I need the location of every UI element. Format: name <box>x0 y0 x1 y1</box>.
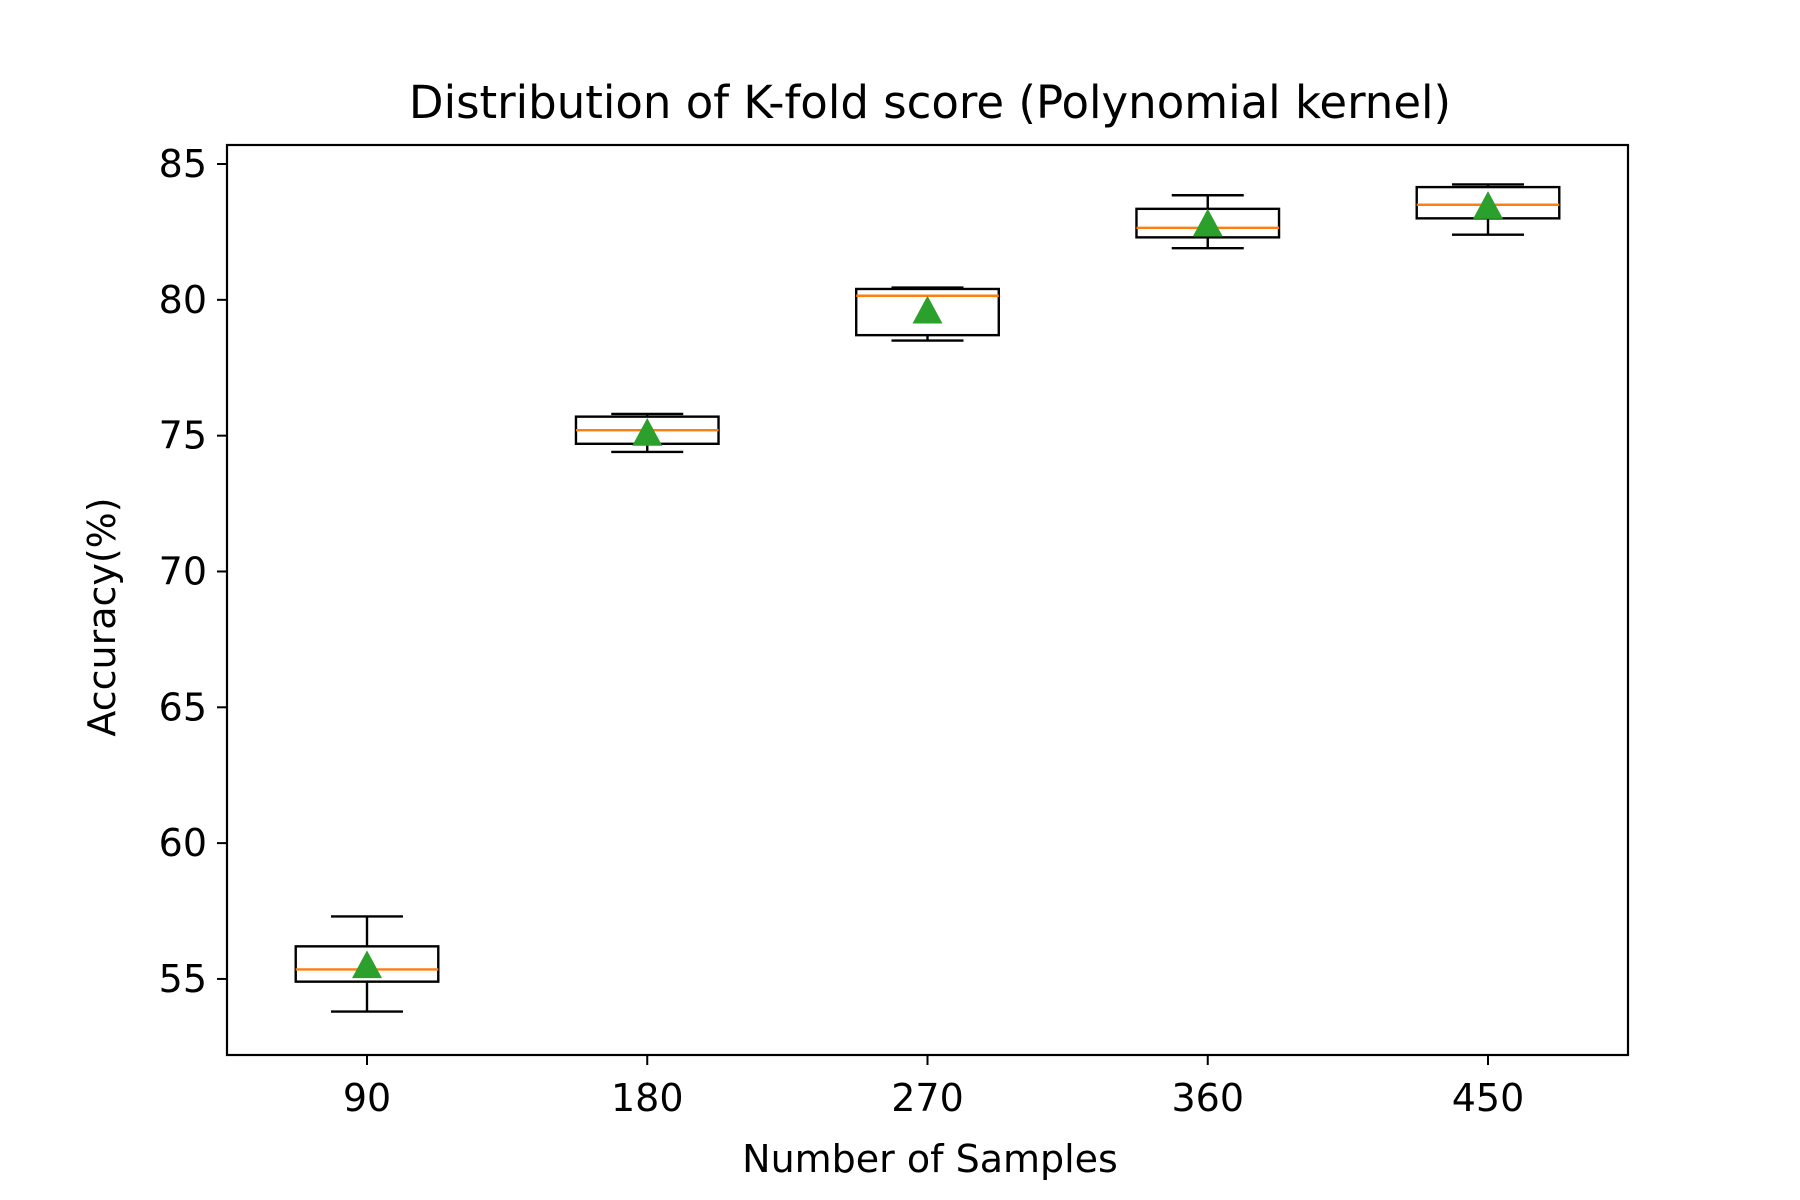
y-tick-label-55: 55 <box>159 957 207 1001</box>
x-tick-label-90: 90 <box>343 1076 391 1120</box>
y-tick-label-60: 60 <box>159 821 207 865</box>
x-tick-label-180: 180 <box>611 1076 684 1120</box>
chart-title: Distribution of K-fold score (Polynomial… <box>409 76 1451 129</box>
mean-marker-450 <box>1473 191 1503 219</box>
box-270 <box>855 287 1000 337</box>
x-tick-label-360: 360 <box>1171 1076 1244 1120</box>
axes-frame <box>225 143 1630 1057</box>
y-axis-title: Accuracy(%) <box>80 497 124 736</box>
y-tick-label-85: 85 <box>159 142 207 186</box>
y-tick-label-70: 70 <box>159 549 207 593</box>
mean-marker-180 <box>632 417 663 446</box>
mean-marker-90 <box>352 950 382 979</box>
y-tick-label-65: 65 <box>159 685 207 729</box>
y-tick-label-75: 75 <box>159 414 207 458</box>
y-tick-label-80: 80 <box>159 278 207 322</box>
mean-marker-360 <box>1192 208 1223 237</box>
x-tick-label-450: 450 <box>1452 1076 1525 1120</box>
box-90 <box>294 945 440 983</box>
plot-area: 55 60 65 70 75 80 85 90 180 270 360 450 <box>159 142 1630 1120</box>
x-axis-title: Number of Samples <box>742 1137 1118 1181</box>
x-tick-label-270: 270 <box>891 1076 964 1120</box>
mean-marker-270 <box>912 295 943 324</box>
